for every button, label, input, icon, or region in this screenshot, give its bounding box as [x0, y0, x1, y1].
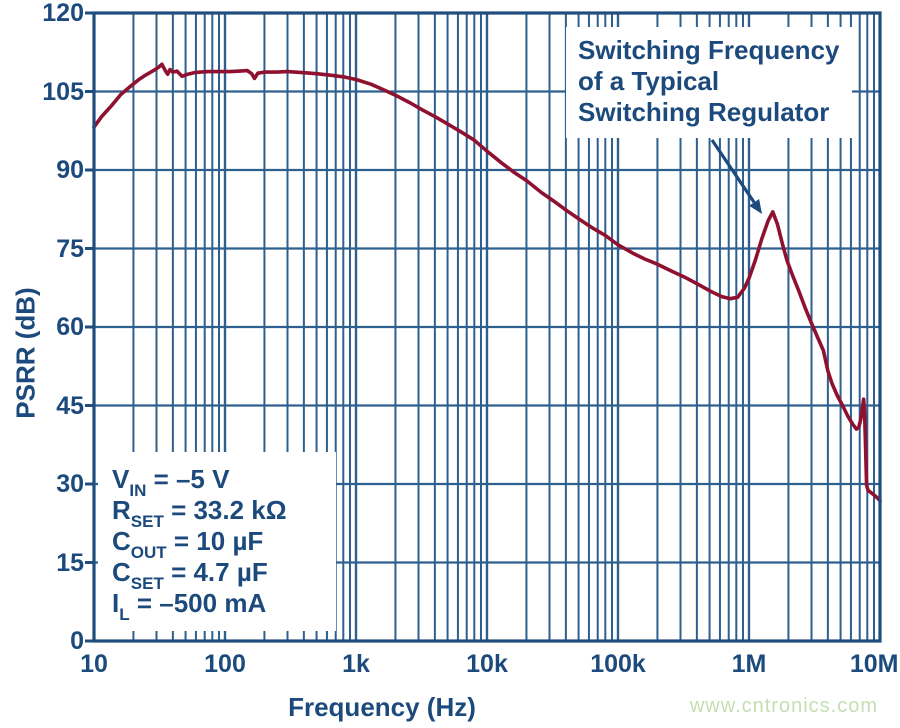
- x-tick-label-100: 100: [204, 650, 246, 678]
- condition-line: RSET = 33.2 kΩ: [112, 495, 287, 532]
- y-tick-label-75: 75: [56, 234, 84, 263]
- y-axis-title: PSRR (dB): [10, 287, 41, 419]
- x-tick-label-1M: 1M: [731, 650, 767, 678]
- condition-line: CSET = 4.7 µF: [112, 557, 268, 594]
- x-tick-label-1k: 1k: [342, 650, 370, 678]
- x-tick-label-10: 10: [80, 650, 108, 678]
- condition-line: COUT = 10 µF: [112, 526, 264, 563]
- psrr-curve: [92, 62, 882, 503]
- x-tick-label-10k: 10k: [466, 650, 508, 678]
- annotation-line-2: of a Typical: [578, 66, 720, 96]
- y-tick-label-60: 60: [56, 313, 84, 341]
- x-tick-label-10M: 10M: [849, 650, 899, 678]
- condition-line: IL = –500 mA: [112, 588, 267, 625]
- annotation-arrow: [710, 139, 762, 214]
- plot-frame: [92, 11, 882, 643]
- y-tick-label-0: 0: [70, 627, 84, 655]
- test-conditions-box: VIN = –5 V RSET = 33.2 kΩ COUT = 10 µF CSET…: [98, 452, 336, 631]
- y-tick-label-120: 120: [42, 0, 84, 27]
- y-tick-label-90: 90: [56, 156, 84, 184]
- annotation-callout: Switching Frequency of a Typical Switchi…: [566, 27, 852, 138]
- y-tick-label-30: 30: [56, 470, 84, 498]
- y-tick-label-45: 45: [56, 391, 84, 420]
- x-tick-label-100k: 100k: [590, 650, 646, 678]
- y-tick-label-105: 105: [42, 77, 84, 106]
- annotation-line-3: Switching Regulator: [578, 97, 830, 127]
- condition-line: VIN = –5 V: [112, 464, 230, 501]
- x-axis-title: Frequency (Hz): [288, 692, 476, 722]
- y-tick-label-15: 15: [56, 548, 84, 577]
- watermark: www.cntronics.com: [689, 695, 878, 717]
- annotation-line-1: Switching Frequency: [578, 35, 840, 65]
